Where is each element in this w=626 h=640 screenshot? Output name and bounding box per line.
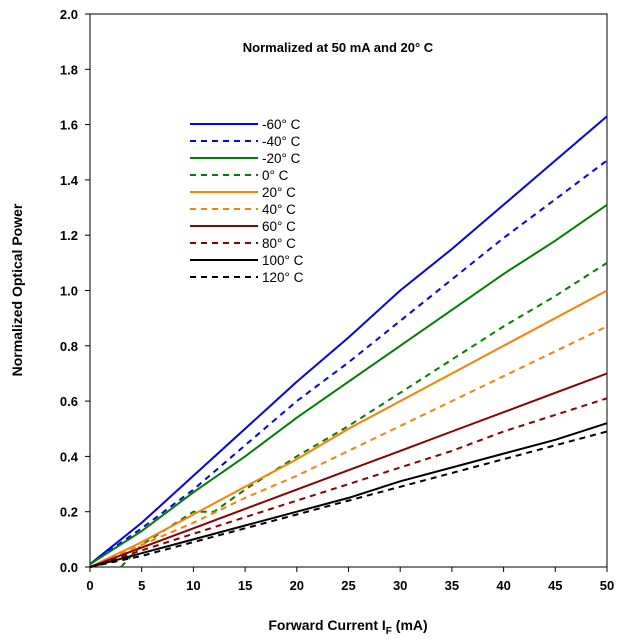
legend-label: 60° C	[262, 219, 296, 234]
x-tick-label: 30	[393, 578, 407, 593]
y-tick-label: 0.6	[60, 394, 78, 409]
x-tick-label: 35	[445, 578, 459, 593]
series-line	[89, 397, 608, 568]
y-tick-label: 1.4	[60, 173, 79, 188]
x-tick-label: 40	[496, 578, 510, 593]
y-axis-title: Normalized Optical Power	[9, 203, 25, 376]
y-tick-label: 0.2	[60, 505, 78, 520]
x-axis-title-main: Forward Current I	[268, 617, 385, 633]
x-tick-label: 20	[290, 578, 304, 593]
series-line	[89, 203, 608, 566]
x-tick-label: 0	[86, 578, 93, 593]
y-tick-label: 1.2	[60, 228, 78, 243]
legend-label: 80° C	[262, 236, 296, 251]
x-tick-label: 45	[548, 578, 562, 593]
x-axis-title: Forward Current IF (mA)	[268, 617, 427, 637]
series-lines	[89, 115, 608, 568]
normalization-note: Normalized at 50 mA and 20° C	[243, 40, 434, 55]
series-line	[89, 289, 608, 568]
legend-label: 0° C	[262, 168, 289, 183]
y-tick-label: 1.6	[60, 118, 78, 133]
series-line	[89, 422, 608, 568]
y-tick-label: 2.0	[60, 7, 78, 22]
legend-label: 40° C	[262, 202, 296, 217]
series-line	[120, 261, 608, 568]
legend-label: 20° C	[262, 185, 296, 200]
series-line	[89, 115, 608, 565]
series-line	[89, 430, 608, 568]
y-tick-label: 0.0	[60, 560, 78, 575]
legend-label: 120° C	[262, 270, 304, 285]
y-tick-label: 0.4	[60, 449, 79, 464]
plot-area	[89, 13, 608, 568]
x-axis-title-subscript: F	[386, 626, 392, 637]
y-tick-label: 0.8	[60, 339, 78, 354]
y-tick-label: 1.0	[60, 284, 78, 299]
x-tick-label: 10	[186, 578, 200, 593]
legend-label: -40° C	[262, 134, 301, 149]
x-tick-label: 25	[341, 578, 355, 593]
legend-label: -20° C	[262, 151, 301, 166]
x-tick-label: 50	[600, 578, 614, 593]
legend-label: 100° C	[262, 253, 304, 268]
legend-box	[188, 118, 318, 290]
y-tick-label: 1.8	[60, 62, 78, 77]
legend: -60° C -40° C -20° C 0° C 20° C 40° C 60° C 80°…	[190, 117, 304, 285]
x-tick-label: 5	[138, 578, 145, 593]
series-line	[89, 325, 608, 568]
series-line	[89, 372, 608, 568]
legend-label: -60° C	[262, 117, 301, 132]
x-tick-label: 15	[238, 578, 252, 593]
x-axis-title-unit: (mA)	[392, 617, 428, 633]
axis-ticks: 0 5 10 15 20 25 30 35 40 45 50 0.0 0.2 0.4 0.6 0.8 1.0 1.…	[60, 7, 614, 593]
